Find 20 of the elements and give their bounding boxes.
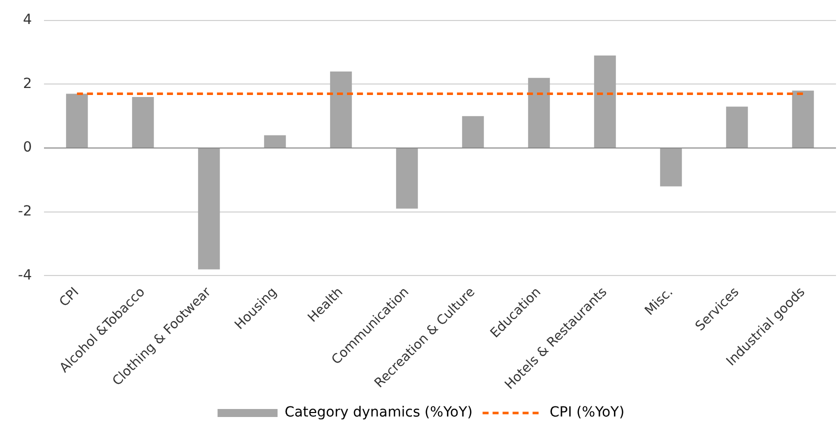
bar: [330, 71, 352, 148]
x-tick-label: CPI: [56, 284, 82, 310]
y-tick-label: 4: [23, 12, 32, 28]
legend-label: CPI (%YoY): [550, 404, 624, 421]
bar: [594, 56, 616, 148]
bar: [726, 106, 748, 148]
bar: [66, 94, 88, 148]
y-tick-label: -2: [18, 204, 32, 220]
bar: [660, 148, 682, 186]
bar: [264, 135, 286, 148]
y-tick-label: 0: [23, 140, 32, 156]
bar: [396, 148, 418, 209]
bar: [792, 90, 814, 148]
bar: [462, 116, 484, 148]
bar: [132, 96, 154, 148]
bar: [528, 78, 550, 148]
bar: [198, 148, 220, 270]
y-tick-label: -4: [18, 267, 32, 284]
legend-label: Category dynamics (%YoY): [284, 404, 473, 421]
y-tick-label: 2: [23, 76, 32, 92]
